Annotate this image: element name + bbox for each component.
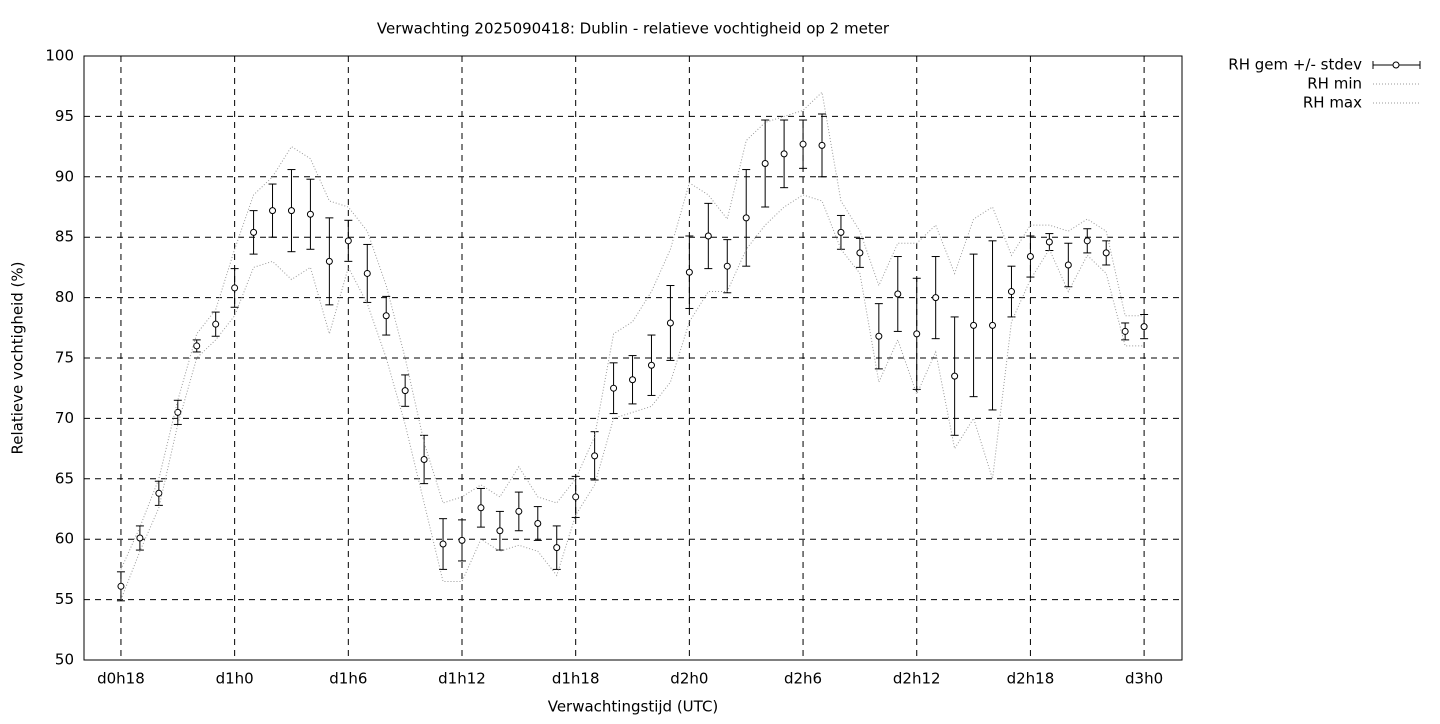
y-axis-label: Relatieve vochtigheid (%): [9, 261, 27, 454]
data-point: [477, 504, 485, 512]
data-point: [666, 319, 674, 327]
data-point: [117, 582, 125, 590]
x-tick-label: d0h18: [97, 670, 145, 688]
data-point: [591, 452, 599, 460]
data-point: [250, 228, 258, 236]
data-point: [212, 320, 220, 328]
data-point: [136, 534, 144, 542]
data-point: [325, 257, 333, 265]
data-point: [951, 372, 959, 380]
data-point: [420, 455, 428, 463]
legend-label: RH gem +/- stdev: [1228, 56, 1362, 74]
y-tick-label: 50: [55, 651, 74, 669]
y-tick-label: 85: [55, 228, 74, 246]
data-point: [344, 237, 352, 245]
data-point: [647, 361, 655, 369]
x-tick-label: d1h12: [438, 670, 486, 688]
data-point: [932, 294, 940, 302]
legend-label: RH max: [1303, 94, 1362, 112]
y-tick-label: 70: [55, 409, 74, 427]
legend-sample: [1392, 61, 1400, 69]
data-point: [155, 489, 163, 497]
data-point: [1121, 327, 1129, 335]
x-tick-label: d1h18: [552, 670, 600, 688]
data-point: [913, 330, 921, 338]
data-point: [363, 269, 371, 277]
data-point: [610, 384, 618, 392]
y-tick-label: 55: [55, 590, 74, 608]
x-tick-label: d1h6: [329, 670, 367, 688]
data-point: [1026, 253, 1034, 261]
data-point: [856, 249, 864, 257]
data-point: [231, 284, 239, 292]
data-point: [534, 519, 542, 527]
data-point: [894, 290, 902, 298]
data-point: [458, 536, 466, 544]
data-point: [1102, 249, 1110, 257]
x-tick-label: d2h12: [893, 670, 941, 688]
data-point: [553, 544, 561, 552]
plot-frame: [83, 55, 1183, 661]
y-tick-label: 60: [55, 530, 74, 548]
data-point: [989, 321, 997, 329]
data-point: [1140, 323, 1148, 331]
data-point: [382, 312, 390, 320]
line-series: [120, 194, 1145, 600]
data-point: [1007, 288, 1015, 296]
legend-label: RH min: [1307, 75, 1362, 93]
line-series: [120, 91, 1145, 570]
data-point: [837, 228, 845, 236]
data-point: [174, 408, 182, 416]
data-point: [439, 540, 447, 548]
x-tick-label: d2h0: [670, 670, 708, 688]
y-tick-label: 100: [45, 47, 74, 65]
data-point: [723, 262, 731, 270]
data-point: [799, 140, 807, 148]
data-point: [761, 160, 769, 168]
data-point: [401, 387, 409, 395]
data-point: [193, 342, 201, 350]
data-point: [818, 141, 826, 149]
data-point: [1045, 238, 1053, 246]
y-tick-label: 65: [55, 469, 74, 487]
x-axis-label: Verwachtingstijd (UTC): [548, 698, 719, 716]
y-tick-label: 95: [55, 107, 74, 125]
x-tick-label: d2h18: [1007, 670, 1055, 688]
data-point: [1083, 237, 1091, 245]
data-point: [780, 150, 788, 158]
x-tick-label: d2h6: [784, 670, 822, 688]
data-point: [685, 268, 693, 276]
data-point: [572, 493, 580, 501]
data-point: [287, 207, 295, 215]
y-tick-label: 80: [55, 288, 74, 306]
chart-title: Verwachting 2025090418: Dublin - relatie…: [377, 20, 890, 38]
data-point: [629, 376, 637, 384]
data-point: [875, 332, 883, 340]
y-tick-label: 90: [55, 167, 74, 185]
data-point: [704, 232, 712, 240]
data-point: [306, 210, 314, 218]
data-point: [742, 214, 750, 222]
x-tick-label: d3h0: [1125, 670, 1163, 688]
data-point: [1064, 261, 1072, 269]
data-point: [970, 321, 978, 329]
data-point: [269, 207, 277, 215]
y-tick-label: 75: [55, 349, 74, 367]
x-tick-label: d1h0: [216, 670, 254, 688]
data-point: [515, 507, 523, 515]
data-point: [496, 527, 504, 535]
